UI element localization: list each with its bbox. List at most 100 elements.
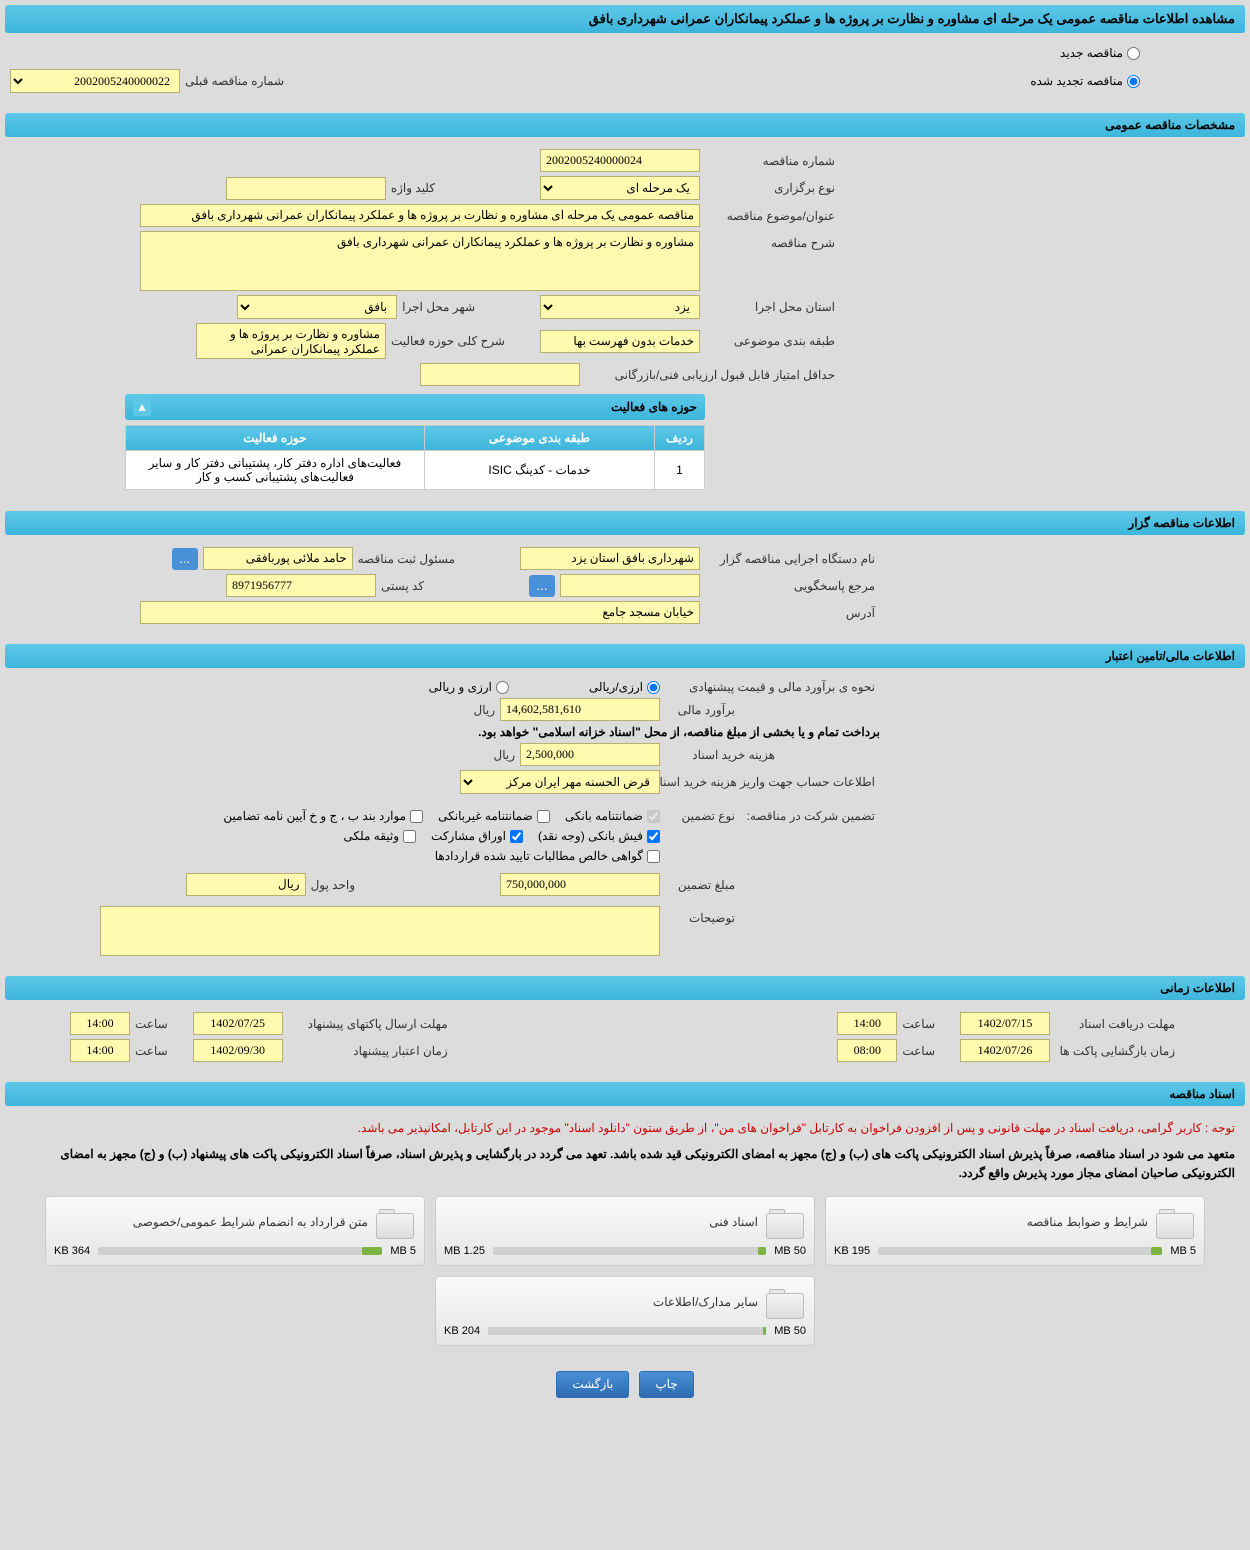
registrar-lookup-button[interactable]: ... [172,548,198,570]
estimate-label: برآورد مالی [660,703,740,717]
subject-label: عنوان/موضوع مناقصه [700,209,840,223]
file-box[interactable]: سایر مدارک/اطلاعات 50 MB 204 KB [435,1276,815,1346]
section-documents: اسناد مناقصه [5,1082,1245,1106]
validity-time-input[interactable] [70,1039,130,1062]
chk-bylaw[interactable]: موارد بند ب ، ج و خ آیین نامه تضامین [223,809,423,823]
folder-icon [766,1205,806,1240]
province-label: استان محل اجرا [700,300,840,314]
registrar-label: مسئول ثبت مناقصه [353,552,460,566]
unit-label: واحد پول [306,878,360,892]
estimate-input[interactable] [500,698,660,721]
chk-bonds-input[interactable] [510,830,523,843]
chk-bylaw-input[interactable] [410,810,423,823]
radio-currency-label: ارزی و ریالی [429,680,492,694]
open-label: زمان بازگشایی پاکت ها [1050,1044,1180,1058]
prev-number-select[interactable]: 2002005240000022 [10,69,180,93]
chk-net[interactable]: گواهی خالص مطالبات تایید شده قراردادها [435,849,660,863]
doc-cost-label: هزینه خرید اسناد [660,748,780,762]
type-select[interactable]: یک مرحله ای [540,176,700,200]
section-timing: اطلاعات زمانی [5,976,1245,1000]
subject-input[interactable] [140,204,700,227]
unit-input[interactable] [186,873,306,896]
chk-cash-input[interactable] [647,830,660,843]
chk-net-input[interactable] [647,850,660,863]
estimate-method-label: نحوه ی برآورد مالی و قیمت پیشنهادی [660,680,880,694]
print-button[interactable]: چاپ [639,1371,693,1398]
receive-time-input[interactable] [837,1012,897,1035]
radio-renewed-tender-input[interactable] [1127,75,1140,88]
send-time-input[interactable] [70,1012,130,1035]
chk-bonds[interactable]: اوراق مشارکت [431,829,523,843]
desc-textarea[interactable]: مشاوره و نظارت بر پروژه ها و عملکرد پیما… [140,231,700,291]
file-title: سایر مدارک/اطلاعات [444,1295,758,1309]
chk-nonbank[interactable]: ضمانتنامه غیربانکی [438,809,550,823]
chk-bylaw-label: موارد بند ب ، ج و خ آیین نامه تضامین [223,809,406,823]
desc-label: شرح مناقصه [700,231,840,250]
radio-rial-label: ارزی/ریالی [589,680,643,694]
chk-property-input[interactable] [403,830,416,843]
city-select[interactable]: بافق [237,295,397,319]
col-category: طبقه بندی موضوعی [425,426,655,451]
file-box[interactable]: اسناد فنی 50 MB 1.25 MB [435,1196,815,1266]
file-title: متن قرارداد به انضمام شرایط عمومی/خصوصی [54,1215,368,1229]
validity-label: زمان اعتبار پیشنهاد [283,1044,453,1058]
account-select[interactable]: قرض الحسنه مهر ایران مرکز [460,770,660,794]
receive-date-input[interactable] [960,1012,1050,1035]
collapse-icon[interactable]: ▲ [133,398,151,416]
open-date-input[interactable] [960,1039,1050,1062]
radio-currency[interactable]: ارزی و ریالی [429,680,509,694]
postal-input[interactable] [226,574,376,597]
cell-category: خدمات - کدینگ ISIC [425,451,655,490]
activity-table: ردیف طبقه بندی موضوعی حوزه فعالیت 1 خدما… [125,425,705,490]
chk-cash[interactable]: فیش بانکی (وجه نقد) [538,829,660,843]
number-input[interactable] [540,149,700,172]
radio-rial[interactable]: ارزی/ریالی [589,680,660,694]
keyword-input[interactable] [226,177,386,200]
address-label: آدرس [700,606,880,620]
radio-new-tender-input[interactable] [1127,47,1140,60]
file-box[interactable]: متن قرارداد به انضمام شرایط عمومی/خصوصی … [45,1196,425,1266]
chk-bank-input[interactable] [647,810,660,823]
chk-bank[interactable]: ضمانتنامه بانکی [565,809,660,823]
time-label-1: ساعت [897,1017,940,1031]
radio-new-label: مناقصه جدید [1060,46,1123,60]
minscore-input[interactable] [420,363,580,386]
activities-header: حوزه های فعالیت [611,400,697,414]
prev-number-label: شماره مناقصه قبلی [180,74,289,88]
chk-nonbank-input[interactable] [537,810,550,823]
open-time-input[interactable] [837,1039,897,1062]
file-title: اسناد فنی [444,1215,758,1229]
file-title: شرایط و ضوابط مناقصه [834,1215,1148,1229]
validity-date-input[interactable] [193,1039,283,1062]
radio-currency-input[interactable] [496,681,509,694]
category-input[interactable] [540,330,700,353]
receive-label: مهلت دریافت اسناد [1050,1017,1180,1031]
file-size: 364 KB [54,1245,90,1257]
exec-input[interactable] [520,547,700,570]
send-label: مهلت ارسال پاکتهای پیشنهاد [283,1017,453,1031]
amount-input[interactable] [500,873,660,896]
radio-new-tender[interactable]: مناقصه جدید [1060,46,1140,60]
chk-property[interactable]: وثیقه ملکی [343,829,416,843]
radio-renewed-tender[interactable]: مناقصه تجدید شده [1030,74,1140,88]
province-select[interactable]: یزد [540,295,700,319]
chk-bonds-label: اوراق مشارکت [431,829,506,843]
time-label-4: ساعت [130,1044,173,1058]
folder-icon [766,1285,806,1320]
scope-textarea[interactable]: مشاوره و نظارت بر پروژه ها و عملکرد پیما… [196,323,386,359]
registrar-input[interactable] [203,547,353,570]
chk-bank-label: ضمانتنامه بانکی [565,809,643,823]
back-button[interactable]: بازگشت [556,1371,629,1398]
radio-rial-input[interactable] [647,681,660,694]
send-date-input[interactable] [193,1012,283,1035]
notes-textarea[interactable] [100,906,660,956]
col-scope: حوزه فعالیت [126,426,425,451]
file-size: 1.25 MB [444,1245,485,1257]
contact-lookup-button[interactable]: ... [529,575,555,597]
file-box[interactable]: شرایط و ضوابط مناقصه 5 MB 195 KB [825,1196,1205,1266]
folder-icon [376,1205,416,1240]
address-input[interactable] [140,601,700,624]
keyword-label: کلید واژه [386,181,440,195]
contact-input[interactable] [560,574,700,597]
doc-cost-input[interactable] [520,743,660,766]
